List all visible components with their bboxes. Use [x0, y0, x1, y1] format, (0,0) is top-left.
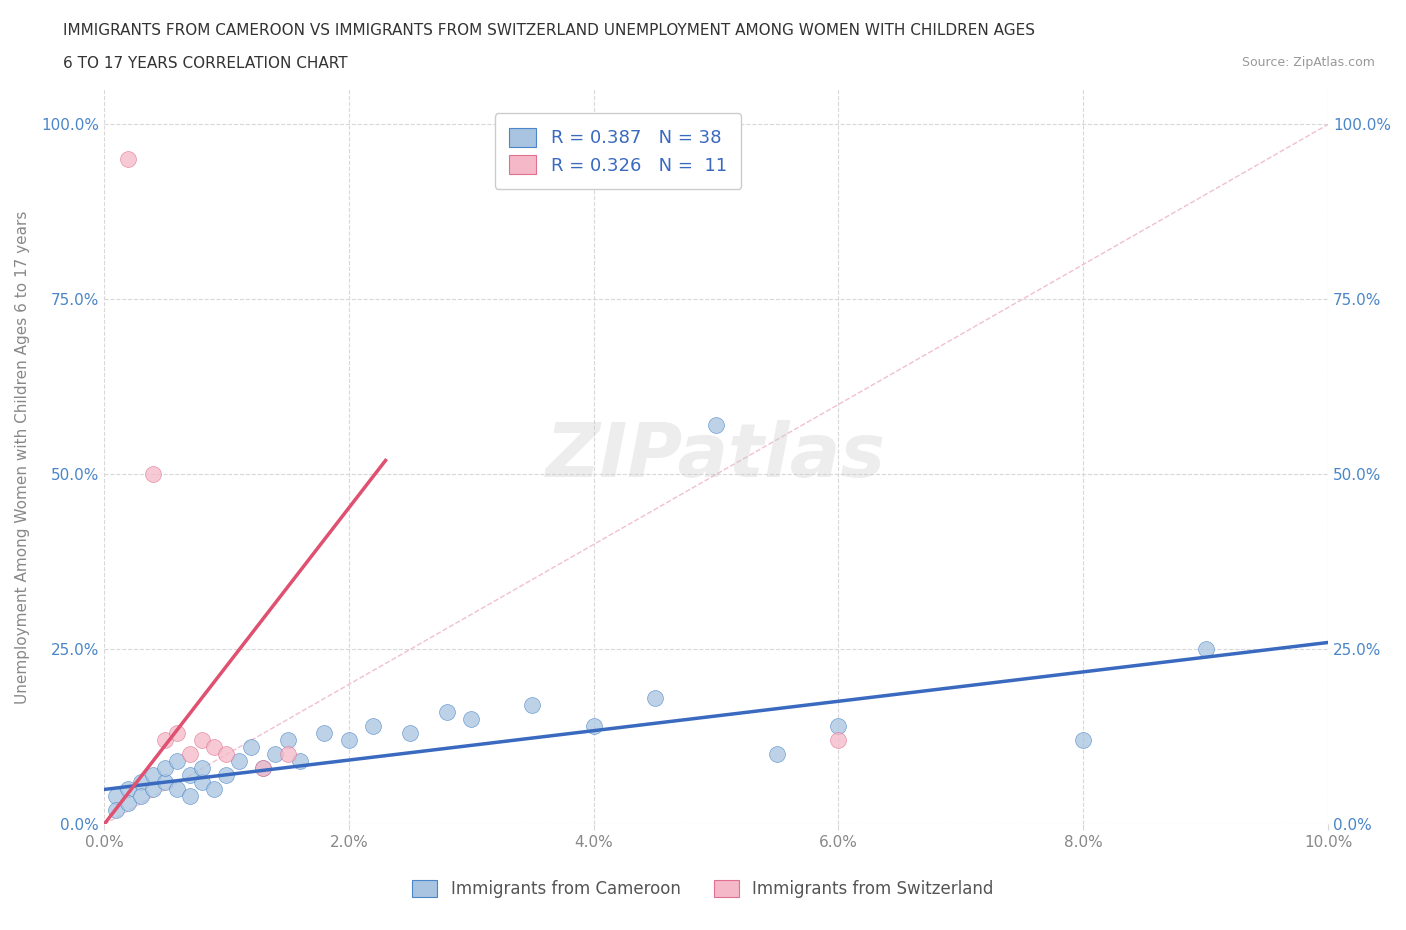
Point: [704, 418, 727, 432]
Point: [117, 796, 139, 811]
Point: [361, 719, 384, 734]
Point: [179, 789, 201, 804]
Point: [460, 712, 482, 727]
Point: [288, 754, 311, 769]
Point: [436, 705, 458, 720]
Point: [142, 467, 165, 482]
Legend: R = 0.387   N = 38, R = 0.326   N =  11: R = 0.387 N = 38, R = 0.326 N = 11: [495, 113, 741, 189]
Point: [522, 698, 544, 713]
Point: [179, 768, 201, 783]
Legend: Immigrants from Cameroon, Immigrants from Switzerland: Immigrants from Cameroon, Immigrants fro…: [406, 873, 1000, 905]
Point: [166, 726, 188, 741]
Point: [153, 775, 176, 790]
Point: [252, 761, 274, 776]
Point: [277, 747, 299, 762]
Point: [179, 747, 201, 762]
Point: [264, 747, 287, 762]
Point: [215, 768, 238, 783]
Point: [202, 782, 225, 797]
Point: [582, 719, 605, 734]
Point: [129, 775, 152, 790]
Point: [228, 754, 250, 769]
Text: Source: ZipAtlas.com: Source: ZipAtlas.com: [1241, 56, 1375, 69]
Point: [142, 768, 165, 783]
Text: 6 TO 17 YEARS CORRELATION CHART: 6 TO 17 YEARS CORRELATION CHART: [63, 56, 347, 71]
Point: [166, 754, 188, 769]
Point: [202, 740, 225, 755]
Text: ZIPatlas: ZIPatlas: [546, 420, 886, 494]
Point: [191, 733, 214, 748]
Point: [766, 747, 789, 762]
Point: [215, 747, 238, 762]
Point: [644, 691, 666, 706]
Point: [827, 719, 849, 734]
Point: [277, 733, 299, 748]
Point: [142, 782, 165, 797]
Point: [191, 775, 214, 790]
Point: [252, 761, 274, 776]
Point: [129, 789, 152, 804]
Point: [153, 733, 176, 748]
Point: [399, 726, 422, 741]
Y-axis label: Unemployment Among Women with Children Ages 6 to 17 years: Unemployment Among Women with Children A…: [15, 210, 30, 704]
Point: [105, 803, 128, 817]
Point: [314, 726, 336, 741]
Text: IMMIGRANTS FROM CAMEROON VS IMMIGRANTS FROM SWITZERLAND UNEMPLOYMENT AMONG WOMEN: IMMIGRANTS FROM CAMEROON VS IMMIGRANTS F…: [63, 23, 1035, 38]
Point: [153, 761, 176, 776]
Point: [239, 740, 262, 755]
Point: [117, 782, 139, 797]
Point: [827, 733, 849, 748]
Point: [1071, 733, 1094, 748]
Point: [1195, 642, 1218, 657]
Point: [117, 152, 139, 166]
Point: [105, 789, 128, 804]
Point: [166, 782, 188, 797]
Point: [191, 761, 214, 776]
Point: [337, 733, 360, 748]
